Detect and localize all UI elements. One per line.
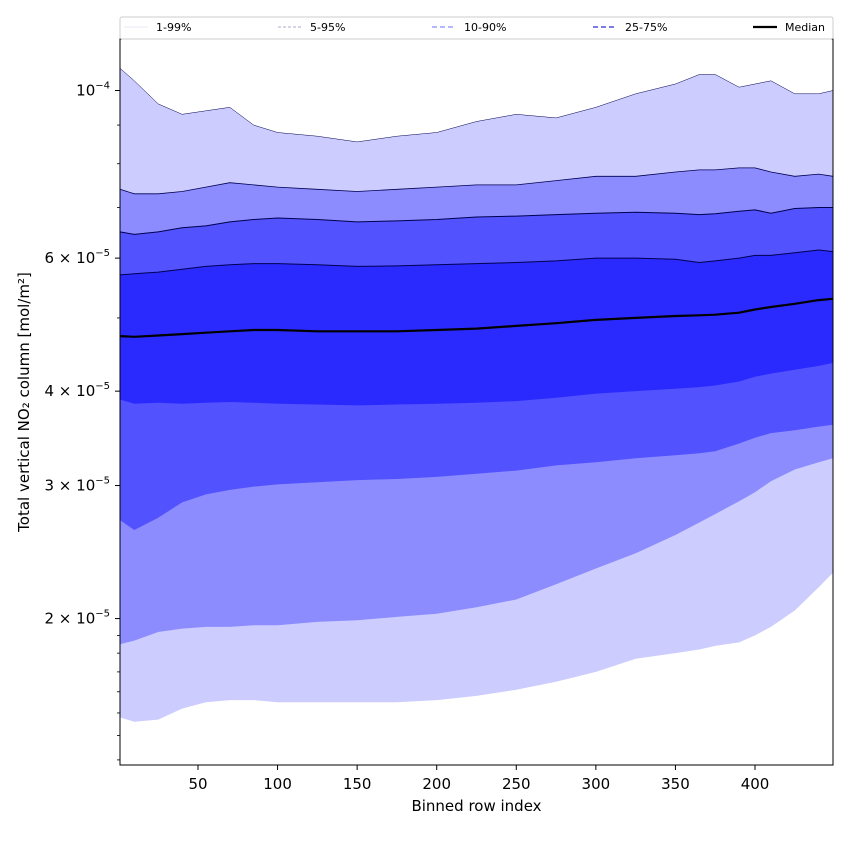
legend-label: 25-75% xyxy=(625,21,667,34)
x-tick-label: 300 xyxy=(582,775,611,793)
median-line xyxy=(119,297,834,338)
legend-item: 1-99% xyxy=(124,21,191,34)
legend-item: 5-95% xyxy=(278,21,345,34)
x-tick-label: 150 xyxy=(343,775,372,793)
y-tick-label: 4 × 10−5 xyxy=(45,381,111,400)
legend-label: Median xyxy=(785,21,825,34)
x-axis: 50 100 150 200 250 300 350 400 xyxy=(188,765,769,793)
band-edge-25-75 xyxy=(119,249,834,276)
band-edge-10-90 xyxy=(119,207,833,235)
y-tick-label: 2 × 10−5 xyxy=(45,609,111,628)
bands-layer xyxy=(119,68,834,722)
x-tick-label: 400 xyxy=(741,775,770,793)
x-tick-label: 200 xyxy=(422,775,451,793)
legend: 1-99% 5-95% 10-90% 25-75% Median xyxy=(119,16,834,40)
x-tick-label: 100 xyxy=(263,775,292,793)
legend-box xyxy=(119,16,834,40)
legend-item: 10-90% xyxy=(432,21,506,34)
legend-label: 10-90% xyxy=(464,21,506,34)
y-tick-label: 3 × 10−5 xyxy=(45,476,111,495)
y-tick-label: 6 × 10−5 xyxy=(45,248,111,267)
legend-label: 1-99% xyxy=(156,21,191,34)
x-tick-label: 350 xyxy=(661,775,690,793)
legend-label: 5-95% xyxy=(310,21,345,34)
y-axis: 2 × 10−53 × 10−54 × 10−56 × 10−510−4 xyxy=(45,81,120,761)
x-tick-label: 50 xyxy=(188,775,207,793)
legend-item: Median xyxy=(753,21,825,34)
band-edge-5-95 xyxy=(119,167,834,195)
x-tick-label: 250 xyxy=(502,775,531,793)
band-edge-1-99 xyxy=(119,68,834,143)
x-axis-label: Binned row index xyxy=(411,797,541,815)
legend-item: 25-75% xyxy=(593,21,667,34)
y-axis-label: Total vertical NO₂ column [mol/m²] xyxy=(15,272,33,533)
